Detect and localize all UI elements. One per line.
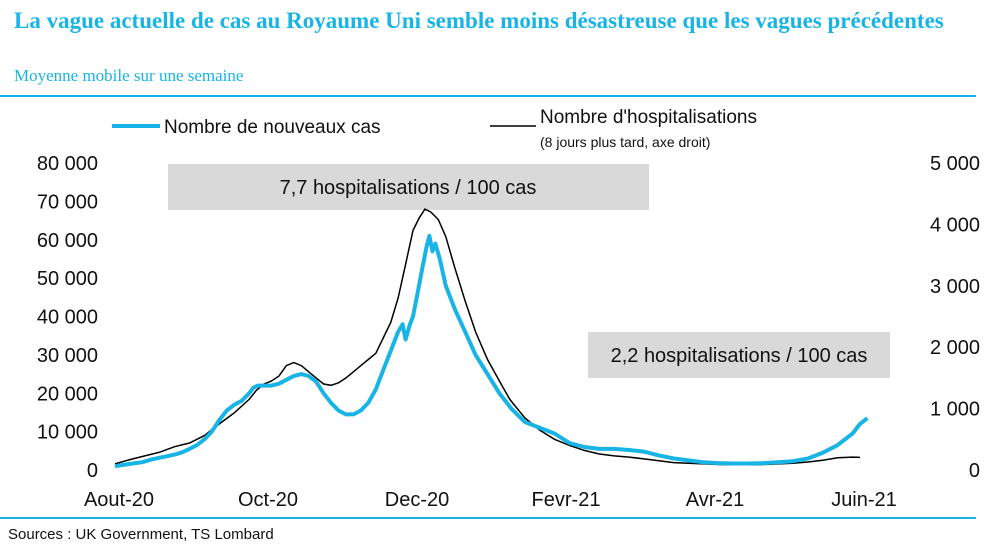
legend-label-cases: Nombre de nouveaux cas bbox=[164, 117, 381, 138]
y-axis-left: 0 10 000 20 000 30 000 40 000 50 000 60 000 70 … bbox=[37, 153, 98, 482]
y-left-tick-label: 40 000 bbox=[37, 307, 98, 329]
y-left-tick-label: 20 000 bbox=[37, 383, 98, 405]
bottom-divider bbox=[0, 517, 976, 519]
source-note: Sources : UK Government, TS Lombard bbox=[8, 526, 274, 543]
annotation-text-2: 2,2 hospitalisations / 100 cas bbox=[611, 345, 868, 367]
legend: Nombre de nouveaux cas Nombre d'hospital… bbox=[112, 107, 757, 150]
series-line-cases bbox=[114, 233, 869, 469]
chart-subtitle: Moyenne mobile sur une semaine bbox=[14, 66, 244, 85]
y-right-tick-label: 1 000 bbox=[930, 399, 980, 421]
x-tick-label: Aout-20 bbox=[84, 489, 154, 511]
legend-note-hosp: (8 jours plus tard, axe droit) bbox=[540, 134, 710, 150]
annotation-text-1: 7,7 hospitalisations / 100 cas bbox=[280, 177, 537, 199]
x-tick-label: Oct-20 bbox=[238, 489, 298, 511]
y-right-tick-label: 5 000 bbox=[930, 153, 980, 175]
annotation-box-2-bg bbox=[588, 332, 890, 378]
x-tick-label: Dec-20 bbox=[385, 489, 449, 511]
y-left-tick-label: 0 bbox=[87, 460, 98, 482]
y-right-tick-label: 0 bbox=[969, 460, 980, 482]
annotation-box-1: 7,7 hospitalisations / 100 cas bbox=[168, 164, 649, 210]
top-divider bbox=[0, 95, 976, 97]
y-left-tick-label: 10 000 bbox=[37, 422, 98, 444]
y-left-tick-label: 50 000 bbox=[37, 268, 98, 290]
x-tick-label: Juin-21 bbox=[831, 489, 897, 511]
y-left-tick-label: 80 000 bbox=[37, 153, 98, 175]
x-axis: Aout-20 Oct-20 Dec-20 Fevr-21 Avr-21 Juin-21 bbox=[84, 489, 897, 511]
y-axis-right: 0 1 000 2 000 3 000 4 000 5 000 bbox=[930, 153, 980, 482]
annotation-box-2: 2,2 hospitalisations / 100 cas bbox=[588, 332, 890, 378]
y-right-tick-label: 3 000 bbox=[930, 276, 980, 298]
y-left-tick-label: 70 000 bbox=[37, 191, 98, 213]
annotation-box-1-bg bbox=[168, 164, 649, 210]
chart-title: La vague actuelle de cas au Royaume Uni … bbox=[14, 8, 944, 33]
x-tick-label: Avr-21 bbox=[686, 489, 745, 511]
y-left-tick-label: 30 000 bbox=[37, 345, 98, 367]
y-right-tick-label: 4 000 bbox=[930, 214, 980, 236]
y-left-tick-label: 60 000 bbox=[37, 230, 98, 252]
legend-label-hosp: Nombre d'hospitalisations bbox=[540, 107, 757, 128]
y-right-tick-label: 2 000 bbox=[930, 337, 980, 359]
x-tick-label: Fevr-21 bbox=[532, 489, 601, 511]
